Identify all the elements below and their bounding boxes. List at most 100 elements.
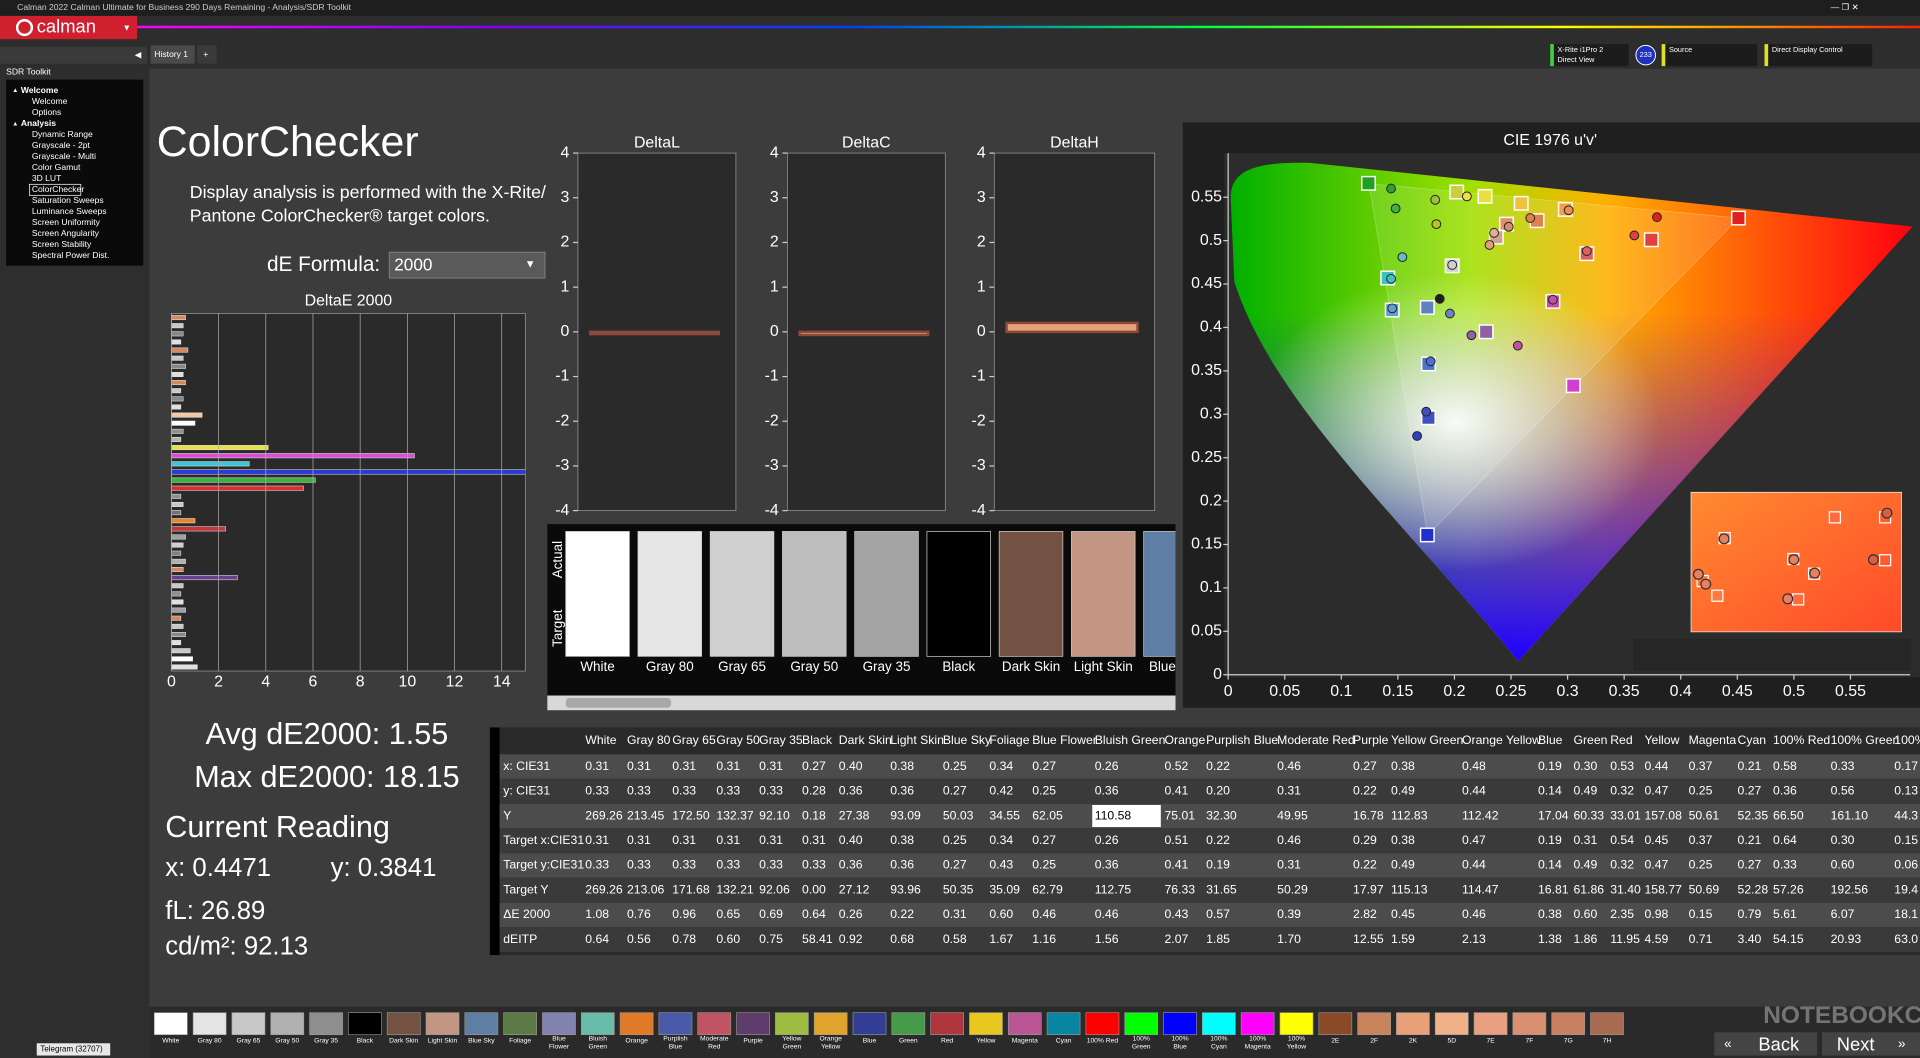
collapse-arrow[interactable]: ◀ (135, 49, 142, 59)
table-cell[interactable]: 18.1 (1894, 907, 1918, 921)
table-cell[interactable]: 0.60 (989, 907, 1013, 921)
back-button[interactable] (1714, 1032, 1818, 1056)
table-cell[interactable]: 0.19 (1538, 759, 1562, 773)
tree-item[interactable]: Color Gamut (32, 162, 81, 172)
table-cell[interactable]: 1.16 (1032, 932, 1056, 946)
table-cell[interactable]: 0.33 (802, 858, 826, 872)
table-cell[interactable]: 0.46 (1462, 907, 1486, 921)
table-cell[interactable]: 0.20 (1206, 784, 1230, 798)
palette-swatch[interactable] (542, 1012, 576, 1036)
table-cell[interactable]: 213.06 (627, 882, 665, 896)
table-cell[interactable]: 0.31 (759, 759, 783, 773)
table-cell[interactable]: 110.58 (1095, 808, 1132, 822)
table-cell[interactable]: 112.42 (1462, 808, 1499, 822)
table-cell[interactable]: 0.26 (1095, 759, 1119, 773)
table-cell[interactable]: 0.76 (627, 907, 651, 921)
table-cell[interactable]: 172.50 (672, 808, 710, 822)
table-cell[interactable]: 157.08 (1644, 808, 1682, 822)
table-cell[interactable]: 0.38 (890, 759, 914, 773)
table-cell[interactable]: 0.21 (1738, 759, 1762, 773)
palette-swatch[interactable] (1202, 1012, 1236, 1036)
table-cell[interactable]: 0.31 (585, 759, 609, 773)
table-cell[interactable]: 114.47 (1462, 882, 1499, 896)
table-cell[interactable]: 0.75 (759, 932, 783, 946)
table-cell[interactable]: 0.44 (1462, 858, 1486, 872)
table-cell[interactable]: 0.46 (1277, 759, 1301, 773)
table-cell[interactable]: 0.22 (1353, 784, 1377, 798)
tree-item[interactable]: 3D LUT (32, 173, 62, 183)
table-cell[interactable]: 0.31 (943, 907, 967, 921)
table-cell[interactable]: 0.52 (1164, 759, 1188, 773)
table-cell[interactable]: 0.58 (1773, 759, 1797, 773)
table-cell[interactable]: 0.56 (1831, 784, 1855, 798)
palette-swatch[interactable] (1590, 1012, 1624, 1036)
table-cell[interactable]: 115.13 (1391, 882, 1428, 896)
table-cell[interactable]: 49.95 (1277, 808, 1308, 822)
table-cell[interactable]: 0.96 (672, 907, 696, 921)
table-cell[interactable]: 0.06 (1894, 858, 1918, 872)
table-cell[interactable]: 112.75 (1095, 882, 1132, 896)
table-cell[interactable]: 0.54 (1610, 833, 1634, 847)
table-cell[interactable]: 0.33 (585, 858, 609, 872)
table-cell[interactable]: 0.27 (1032, 759, 1056, 773)
tree-item[interactable]: Welcome (32, 96, 68, 106)
tree-group[interactable]: Analysis (21, 118, 56, 128)
table-cell[interactable]: 0.47 (1462, 833, 1486, 847)
palette-swatch[interactable] (464, 1012, 499, 1036)
table-cell[interactable]: 0.31 (1277, 784, 1301, 798)
table-cell[interactable]: 0.43 (1164, 907, 1188, 921)
palette-swatch[interactable] (1007, 1012, 1042, 1036)
table-cell[interactable]: 0.33 (759, 858, 783, 872)
tree-item[interactable]: Grayscale - 2pt (32, 140, 91, 150)
table-cell[interactable]: 0.41 (1164, 784, 1188, 798)
source-box[interactable] (1661, 44, 1758, 67)
table-cell[interactable]: 0.36 (839, 858, 863, 872)
table-cell[interactable]: 66.50 (1773, 808, 1804, 822)
table-cell[interactable]: 0.47 (1644, 858, 1668, 872)
table-cell[interactable]: 0.29 (1353, 833, 1377, 847)
table-cell[interactable]: 0.31 (716, 759, 740, 773)
add-tab[interactable] (197, 45, 217, 64)
table-cell[interactable]: 50.69 (1689, 882, 1720, 896)
table-cell[interactable]: 0.36 (839, 784, 863, 798)
palette-swatch[interactable] (270, 1012, 305, 1036)
palette-swatch[interactable] (619, 1012, 654, 1036)
table-cell[interactable]: 1.70 (1277, 932, 1301, 946)
table-cell[interactable]: 0.31 (627, 833, 651, 847)
window-controls[interactable]: — ❐ ✕ (1831, 2, 1859, 12)
table-cell[interactable]: 0.25 (943, 759, 967, 773)
table-cell[interactable]: 0.18 (802, 808, 826, 822)
palette-swatch[interactable] (736, 1012, 770, 1036)
table-cell[interactable]: 0.27 (1738, 858, 1762, 872)
table-cell[interactable]: 0.25 (1032, 784, 1056, 798)
table-cell[interactable]: 62.79 (1032, 882, 1063, 896)
table-cell[interactable]: 0.22 (1206, 833, 1230, 847)
palette-swatch[interactable] (1046, 1012, 1081, 1036)
tree-item[interactable]: Screen Angularity (32, 228, 100, 238)
palette-swatch[interactable] (192, 1012, 227, 1036)
table-cell[interactable]: 75.01 (1164, 808, 1195, 822)
table-cell[interactable]: 0.60 (716, 932, 740, 946)
table-cell[interactable]: 0.42 (989, 784, 1013, 798)
table-cell[interactable]: 17.97 (1353, 882, 1384, 896)
table-cell[interactable]: 0.38 (1391, 833, 1415, 847)
table-cell[interactable]: 0.27 (1353, 759, 1377, 773)
table-cell[interactable]: 0.19 (1206, 858, 1230, 872)
tree-item[interactable]: ColorChecker (32, 184, 84, 194)
table-cell[interactable]: 112.83 (1391, 808, 1428, 822)
scroll-thumb[interactable] (565, 697, 672, 708)
table-cell[interactable]: 0.27 (943, 858, 967, 872)
table-cell[interactable]: 269.26 (585, 808, 623, 822)
table-cell[interactable]: 54.15 (1773, 932, 1804, 946)
palette-swatch[interactable] (153, 1012, 188, 1036)
table-cell[interactable]: 0.69 (759, 907, 783, 921)
table-cell[interactable]: 0.27 (1032, 833, 1056, 847)
table-cell[interactable]: 92.10 (759, 808, 790, 822)
table-cell[interactable]: 20.93 (1831, 932, 1862, 946)
table-cell[interactable]: 0.49 (1573, 784, 1597, 798)
table-cell[interactable]: 0.14 (1538, 784, 1562, 798)
table-cell[interactable]: 0.98 (1644, 907, 1668, 921)
table-cell[interactable]: 0.33 (1773, 858, 1797, 872)
table-cell[interactable]: 50.29 (1277, 882, 1308, 896)
table-cell[interactable]: 0.39 (1277, 907, 1301, 921)
